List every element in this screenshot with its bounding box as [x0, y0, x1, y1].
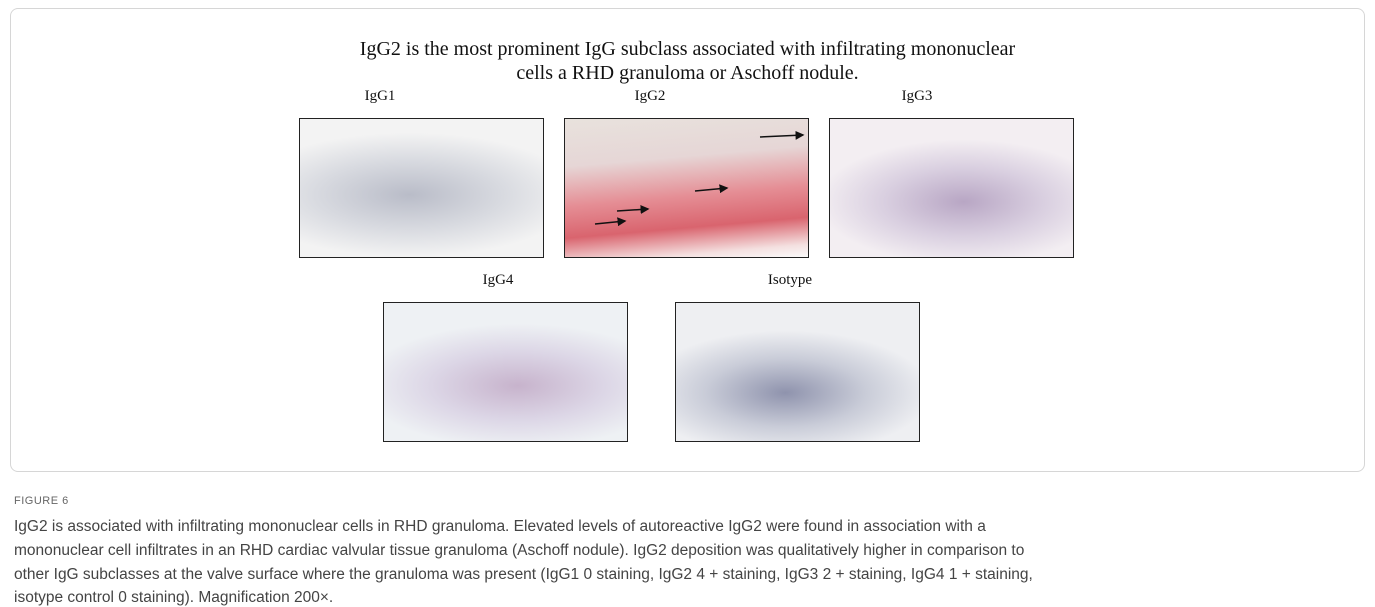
- micrograph: [675, 302, 920, 442]
- caption-label: FIGURE 6: [14, 495, 69, 507]
- micrograph: [299, 118, 544, 258]
- figure-title: IgG2 is the most prominent IgG subclass …: [359, 38, 1016, 60]
- micrograph: [829, 118, 1074, 258]
- caption-line: isotype control 0 staining). Magnificati…: [14, 589, 334, 606]
- arrows: [594, 130, 805, 227]
- caption-line: mononuclear cell infiltrates in an RHD c…: [14, 542, 1025, 559]
- panel-label: Isotype: [767, 272, 813, 288]
- panel-label: IgG1: [364, 88, 396, 104]
- panel-label: IgG2: [634, 88, 666, 104]
- caption-line: IgG2 is associated with infiltrating mon…: [14, 518, 986, 535]
- caption-line: other IgG subclasses at the valve surfac…: [14, 566, 1033, 583]
- panel-label: IgG4: [482, 272, 514, 288]
- micrograph: [383, 302, 628, 442]
- micrograph: [564, 118, 809, 258]
- figure-frame: [10, 8, 1365, 472]
- figure-title: cells a RHD granuloma or Aschoff nodule.: [516, 62, 859, 84]
- panel-label: IgG3: [901, 88, 933, 104]
